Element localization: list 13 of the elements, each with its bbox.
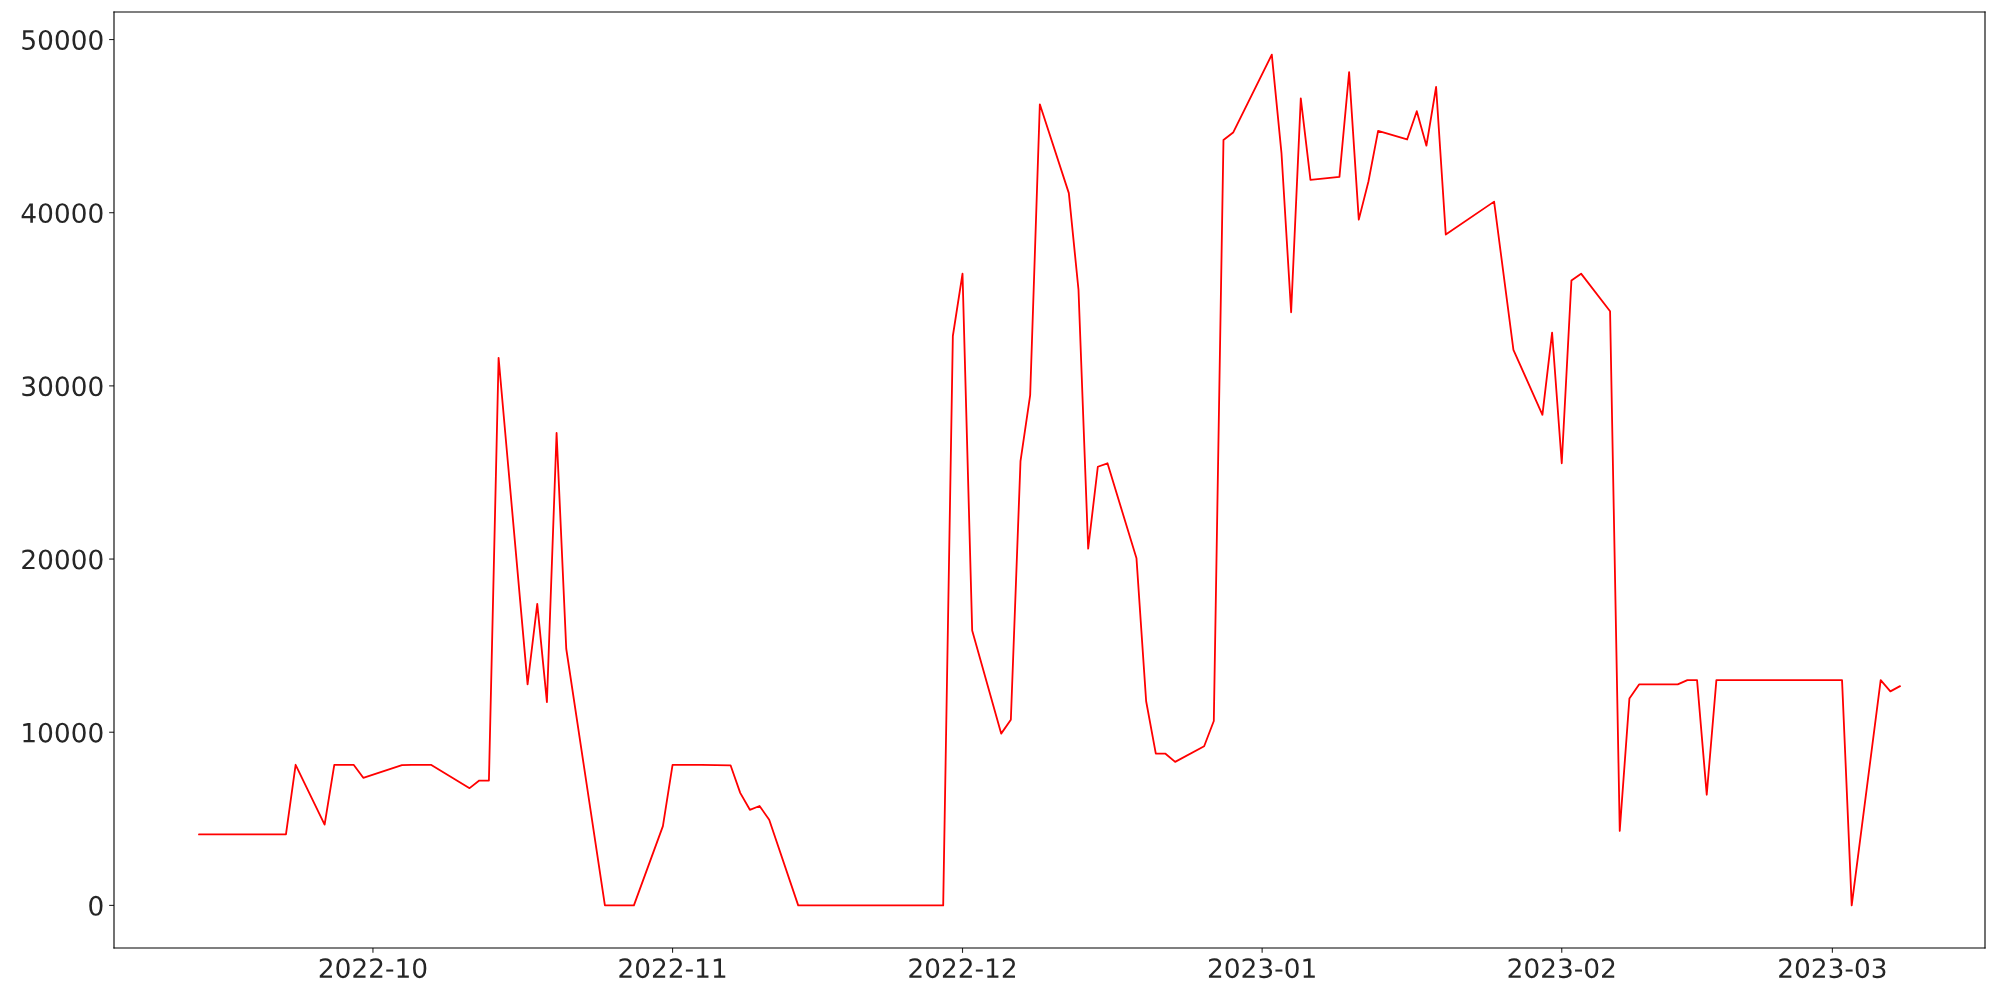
y-tick-label: 0	[89, 895, 103, 916]
line-series	[198, 53, 1901, 907]
x-tick-label: 2022-10	[319, 958, 427, 979]
x-tick-label: 2023-02	[1508, 958, 1615, 979]
x-tick-label: 2022-12	[909, 958, 1015, 979]
x-tick-label: 2022-11	[619, 958, 726, 979]
y-tick-label: 10000	[23, 722, 103, 743]
x-tick-label: 2023-01	[1208, 958, 1315, 979]
y-tick-label: 50000	[22, 29, 103, 50]
y-tick-label: 40000	[21, 203, 103, 224]
x-tick-label: 2023-03	[1779, 958, 1886, 979]
y-tick-label: 20000	[22, 549, 103, 570]
y-tick-label: 30000	[22, 376, 103, 397]
